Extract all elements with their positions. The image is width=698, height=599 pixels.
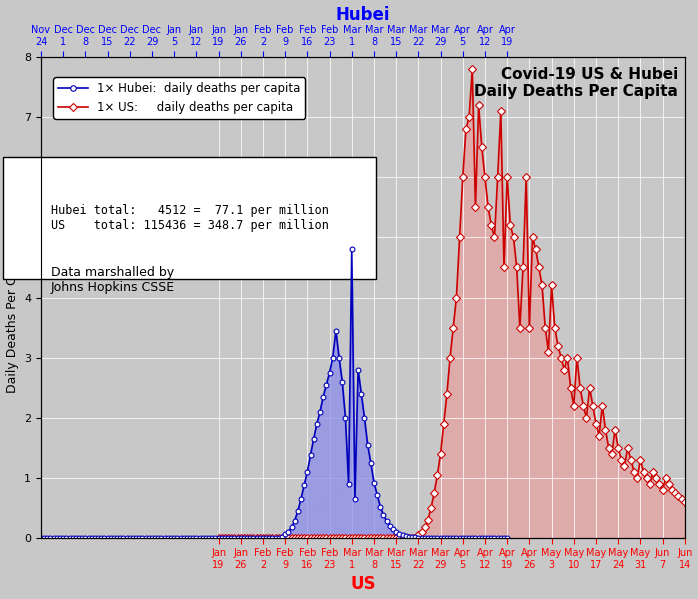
Text: Hubei total:   4512 =  77.1 per million
US    total: 115436 = 348.7 per million: Hubei total: 4512 = 77.1 per million US … (51, 204, 329, 232)
Text: Data marshalled by
Johns Hopkins CSSE: Data marshalled by Johns Hopkins CSSE (51, 266, 174, 294)
X-axis label: Hubei: Hubei (336, 5, 390, 23)
Y-axis label: Daily Deaths Per Capita × 1e6: Daily Deaths Per Capita × 1e6 (6, 202, 19, 393)
Text: Covid-19 US & Hubei
Daily Deaths Per Capita: Covid-19 US & Hubei Daily Deaths Per Cap… (475, 66, 678, 99)
Legend: 1× Hubei:  daily deaths per capita, 1× US:     daily deaths per capita: 1× Hubei: daily deaths per capita, 1× US… (53, 77, 305, 119)
X-axis label: US: US (350, 576, 376, 594)
